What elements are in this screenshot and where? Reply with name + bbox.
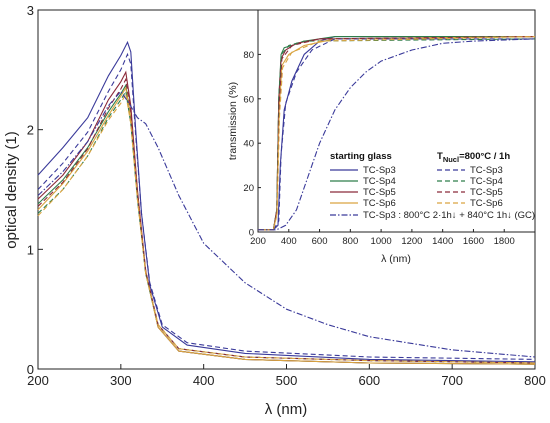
inset-x-tick-label: 800 [342, 236, 358, 247]
legend-label-nucl-0: TC-Sp3 [470, 165, 503, 176]
inset-y-tick-label: 20 [243, 183, 254, 194]
main-x-tick-label: 200 [27, 373, 49, 388]
inset-x-axis-label: λ (nm) [381, 253, 411, 265]
inset-x-tick-label: 1600 [463, 236, 484, 247]
inset-y-tick-label: 0 [249, 228, 254, 239]
inset-series-group [258, 36, 536, 231]
inset-series-line-8 [258, 38, 536, 231]
main-series-line-4 [37, 52, 536, 360]
legend-header-nucleation: TNucl=800°C / 1h [437, 151, 510, 164]
main-x-axis-label: λ (nm) [265, 401, 308, 418]
inset-x-tick-label: 600 [312, 236, 328, 247]
main-y-tick-label: 1 [27, 242, 34, 257]
legend-label-starting-3: TC-Sp6 [363, 198, 396, 209]
inset-ticks: 200 400 600 800 1000 1200 1400 1600 1800 0 20 40 60 8… [243, 50, 514, 247]
main-series-line-8 [37, 90, 536, 358]
main-series-line-0 [37, 40, 536, 363]
main-x-tick-label: 700 [441, 373, 463, 388]
inset-y-axis-label: transmission (%) [227, 82, 239, 160]
main-x-tick-label: 300 [110, 373, 132, 388]
main-x-tick-label: 400 [193, 373, 215, 388]
main-series-group [37, 40, 536, 365]
main-x-tick-label: 800 [524, 373, 546, 388]
inset-plot-frame [257, 9, 536, 233]
legend-label-starting-1: TC-Sp4 [363, 176, 396, 187]
legend-label-nucl-3: TC-Sp6 [470, 198, 503, 209]
main-y-tick-label: 0 [27, 362, 34, 377]
inset-x-tick-label: 1800 [494, 236, 515, 247]
inset-x-tick-label: 1200 [401, 236, 422, 247]
inset-y-tick-label: 80 [243, 50, 254, 61]
legend-label-gc: TC-Sp3 : 800°C 2·1h↓ + 840°C 1h↓ (GC) [363, 210, 535, 221]
main-x-tick-label: 500 [276, 373, 298, 388]
inset-series-line-7 [258, 36, 536, 231]
main-y-tick-label: 3 [27, 3, 34, 18]
inset-y-tick-label: 60 [243, 94, 254, 105]
main-series-line-6 [37, 77, 536, 364]
inset-x-tick-label: 1000 [371, 236, 392, 247]
inset-x-tick-label: 1400 [432, 236, 453, 247]
main-y-tick-label: 2 [27, 123, 34, 138]
legend-label-nucl-2: TC-Sp5 [470, 187, 503, 198]
main-x-tick-label: 600 [358, 373, 380, 388]
legend-label-starting-2: TC-Sp5 [363, 187, 396, 198]
legend-header-starting-glass: starting glass [330, 151, 392, 162]
inset-series-line-4 [258, 38, 535, 231]
inset-y-tick-label: 40 [243, 139, 254, 150]
main-y-axis-label: optical density (1) [3, 131, 20, 249]
main-series-line-7 [37, 92, 536, 364]
inset-x-tick-label: 200 [250, 236, 266, 247]
legend-label-starting-0: TC-Sp3 [363, 165, 396, 176]
legend-label-nucl-1: TC-Sp4 [470, 176, 503, 187]
legend: starting glass TNucl=800°C / 1h TC-Sp3 TC… [330, 151, 535, 221]
inset-x-tick-label: 400 [281, 236, 297, 247]
